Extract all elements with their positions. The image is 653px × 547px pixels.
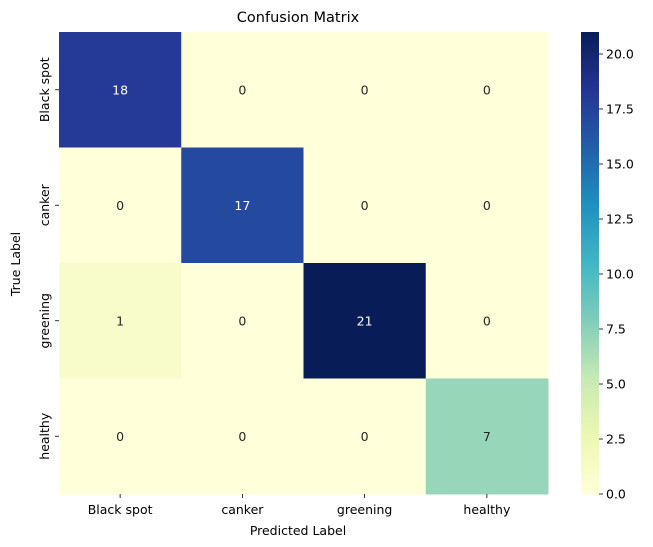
heatmap-cells: 18 0 0 0 0 17 0 0 1 0 21 0 0 0 0 7 (59, 32, 549, 495)
heatmap-cell (59, 147, 182, 264)
colorbar-ticks: 0.0 2.5 5.0 7.5 10.0 12.5 15.0 17.5 20.0 (599, 47, 634, 502)
heatmap-cell (303, 147, 427, 264)
heatmap-cell (425, 147, 549, 264)
cell-value-label: 1 (116, 313, 124, 328)
heatmap-cell (303, 378, 427, 495)
heatmap-cell (181, 263, 304, 379)
colorbar-tick-label: 5.0 (606, 377, 626, 392)
cell-value-label: 21 (357, 313, 373, 328)
cell-value-label: 7 (483, 429, 491, 444)
colorbar (581, 32, 599, 494)
cell-value-label: 0 (238, 429, 246, 444)
y-tick-label: healthy (37, 412, 52, 460)
heatmap-cell (59, 263, 182, 379)
x-axis-ticks: Black spot canker greening healthy (88, 494, 511, 517)
cell-value-label: 0 (361, 82, 369, 97)
heatmap-cell (425, 378, 549, 495)
colorbar-tick-label: 20.0 (606, 47, 634, 62)
y-tick-label: canker (37, 183, 52, 226)
colorbar-tick-label: 2.5 (606, 432, 626, 447)
y-tick-label: Black spot (37, 57, 52, 122)
cell-value-label: 0 (116, 198, 124, 213)
cell-value-label: 0 (238, 82, 246, 97)
heatmap-cell (303, 32, 427, 148)
cell-value-label: 0 (361, 429, 369, 444)
colorbar-tick-label: 12.5 (606, 212, 634, 227)
x-tick-label: greening (337, 502, 392, 517)
cell-value-label: 0 (483, 198, 491, 213)
y-axis-ticks: Black spot canker greening healthy (37, 57, 59, 460)
cell-value-label: 0 (483, 313, 491, 328)
colorbar-tick-label: 7.5 (606, 322, 626, 337)
cell-value-label: 0 (361, 198, 369, 213)
heatmap-cell (181, 32, 304, 148)
heatmap-cell (181, 378, 304, 495)
x-axis-label: Predicted Label (250, 523, 346, 538)
colorbar-tick-label: 10.0 (606, 267, 634, 282)
cell-value-label: 0 (238, 313, 246, 328)
cell-value-label: 0 (116, 429, 124, 444)
y-axis-label: True Label (8, 232, 23, 297)
cell-value-label: 0 (483, 82, 491, 97)
colorbar-tick-label: 15.0 (606, 157, 634, 172)
heatmap-cell (425, 263, 549, 379)
heatmap-cell (425, 32, 549, 148)
heatmap-cell (303, 263, 427, 379)
colorbar-tick-label: 17.5 (606, 102, 634, 117)
cell-value-label: 17 (234, 198, 250, 213)
cell-value-label: 18 (112, 82, 128, 97)
y-tick-label: greening (37, 293, 52, 348)
chart-title: Confusion Matrix (237, 10, 360, 26)
x-tick-label: healthy (463, 502, 511, 517)
colorbar-tick-label: 0.0 (606, 487, 626, 502)
heatmap-cell (59, 378, 182, 495)
x-tick-label: Black spot (88, 502, 153, 517)
heatmap-cell (59, 32, 182, 148)
x-tick-label: canker (221, 502, 264, 517)
heatmap-cell (181, 147, 304, 264)
